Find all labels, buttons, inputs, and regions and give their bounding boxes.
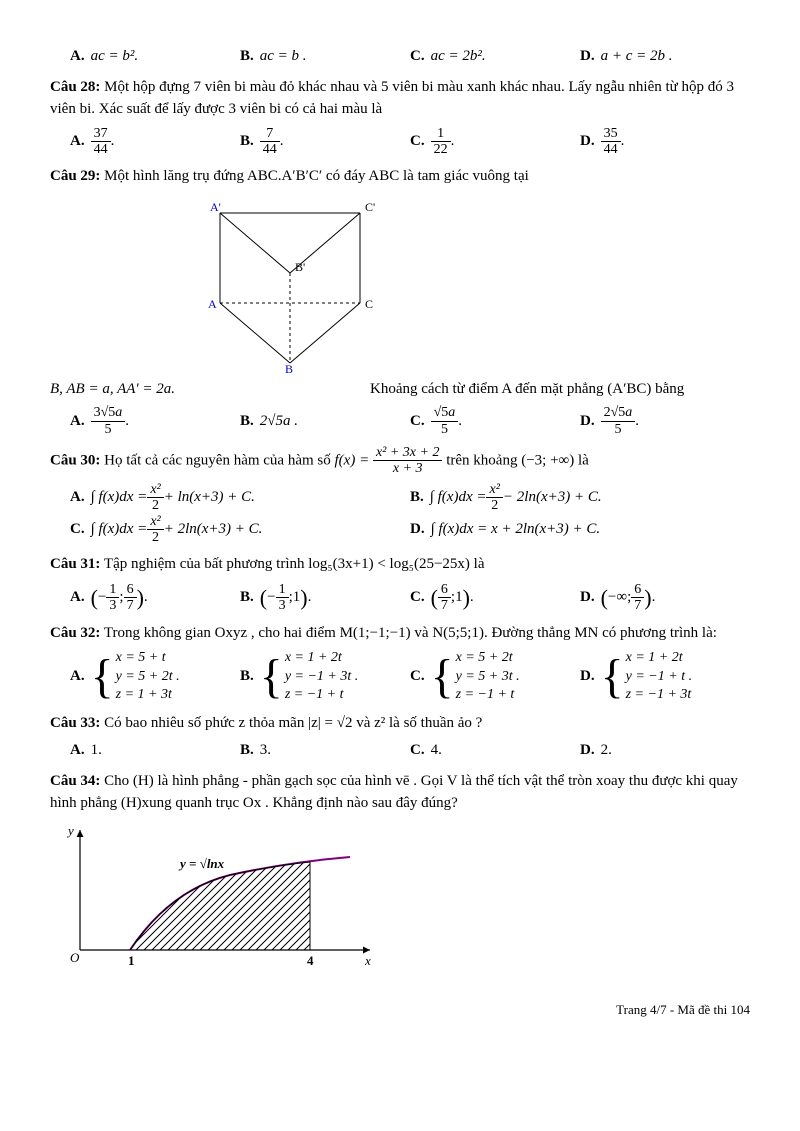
label-c: C. (410, 45, 425, 68)
q32-options: A. {x = 5 + ty = 5 + 2t .z = 1 + 3t B. {… (70, 649, 750, 704)
label-b: B. (240, 45, 254, 68)
q32-label: Câu 32: (50, 625, 100, 641)
graph-origin: O (70, 950, 80, 965)
q34: Câu 34: Cho (H) là hình phẳng - phần gạc… (50, 770, 750, 815)
graph-tick-1: 1 (128, 953, 135, 968)
label-a: A. (70, 45, 85, 68)
q30-post: trên khoảng (−3; +∞) là (446, 452, 589, 468)
q32: Câu 32: Trong không gian Oxyz , cho hai … (50, 622, 750, 645)
q29-d: D.2√5a5. (580, 405, 750, 437)
q30-b: B.∫ f(x)dx = x²2 − 2ln(x+3) + C. (410, 482, 750, 514)
q28: Câu 28: Một hộp đựng 7 viên bi màu đỏ kh… (50, 76, 750, 121)
graph-tick-4: 4 (307, 953, 314, 968)
q31: Câu 31: Tập nghiệm của bất phương trình … (50, 553, 750, 576)
page-footer: Trang 4/7 - Mã đề thi 104 (50, 1000, 750, 1020)
q27-b-text: ac = b . (260, 45, 307, 68)
q34-text: Cho (H) là hình phẳng - phần gạch sọc củ… (50, 773, 738, 812)
q29-b: B.2√5a . (240, 405, 410, 437)
label-d: D. (580, 45, 595, 68)
q27-d-text: a + c = 2b . (601, 45, 673, 68)
q28-c: C.122. (410, 126, 580, 158)
q29-text3: Khoảng cách từ điểm A đến mặt phẳng (A′B… (370, 378, 684, 401)
q30-c: C.∫ f(x)dx = x²2 + 2ln(x+3) + C. (70, 514, 410, 546)
q29-text2: B, AB = a, AA′ = 2a. (50, 378, 370, 401)
q29-a: A.3√5a5. (70, 405, 240, 437)
q33-c: C.4. (410, 739, 580, 762)
q33-b: B.3. (240, 739, 410, 762)
q29: Câu 29: Một hình lăng trụ đứng ABC.A′B′C… (50, 165, 750, 188)
q30: Câu 30: Họ tất cả các nguyên hàm của hàm… (50, 445, 750, 477)
prism-diagram: A' C' B' A C B (200, 193, 400, 373)
q27-options: A. ac = b². B. ac = b . C. ac = 2b². D. a + … (70, 45, 750, 68)
q29-row2: B, AB = a, AA′ = 2a. Khoảng cách từ điểm… (50, 378, 750, 401)
q28-label: Câu 28: (50, 79, 100, 95)
q33-text: Có bao nhiêu số phức z thỏa mãn |z| = √2… (104, 715, 482, 731)
q30-options: A.∫ f(x)dx = x²2 + ln(x+3) + C. B.∫ f(x)… (70, 482, 750, 546)
q28-text: Một hộp đựng 7 viên bi màu đỏ khác nhau … (50, 79, 734, 118)
q30-pre: Họ tất cả các nguyên hàm của hàm số (104, 452, 334, 468)
q32-d: D. {x = 1 + 2ty = −1 + t .z = −1 + 3t (580, 649, 750, 704)
q29-label: Câu 29: (50, 168, 100, 184)
prism-Ap: A' (210, 200, 221, 214)
q30-label: Câu 30: (50, 452, 100, 468)
prism-C: C (365, 297, 373, 311)
q28-b: B.744. (240, 126, 410, 158)
q31-a: A.(−13;67). (70, 581, 240, 614)
q29-c: C.√5a5. (410, 405, 580, 437)
q27-a-text: ac = b². (91, 45, 139, 68)
graph-xlabel: x (364, 953, 371, 968)
q31-c: C.(67;1). (410, 581, 580, 614)
q33-options: A.1. B.3. C.4. D.2. (70, 739, 750, 762)
q31-b: B.(−13;1). (240, 581, 410, 614)
q32-c: C. {x = 5 + 2ty = 5 + 3t .z = −1 + t (410, 649, 580, 704)
q28-options: A.3744. B.744. C.122. D.3544. (70, 126, 750, 158)
q29-options: A.3√5a5. B.2√5a . C.√5a5. D.2√5a5. (70, 405, 750, 437)
q32-a: A. {x = 5 + ty = 5 + 2t .z = 1 + 3t (70, 649, 240, 704)
q31-d: D.(−∞;67). (580, 581, 750, 614)
q29-text: Một hình lăng trụ đứng ABC.A′B′C′ có đáy… (104, 168, 529, 184)
q32-text: Trong không gian Oxyz , cho hai điểm M(1… (104, 625, 717, 641)
q31-options: A.(−13;67). B.(−13;1). C.(67;1). D.(−∞;6… (70, 581, 750, 614)
q27-b: B. ac = b . (240, 45, 410, 68)
q27-c-text: ac = 2b². (431, 45, 486, 68)
prism-Bp: B' (295, 260, 305, 274)
prism-B: B (285, 362, 293, 373)
q28-d: D.3544. (580, 126, 750, 158)
q27-a: A. ac = b². (70, 45, 240, 68)
q34-label: Câu 34: (50, 773, 100, 789)
q31-label: Câu 31: (50, 556, 100, 572)
graph-curve-label: y = √lnx (178, 856, 225, 871)
q27-d: D. a + c = 2b . (580, 45, 750, 68)
q32-b: B. {x = 1 + 2ty = −1 + 3t .z = −1 + t (240, 649, 410, 704)
q30-a: A.∫ f(x)dx = x²2 + ln(x+3) + C. (70, 482, 410, 514)
graph-diagram: O 1 4 x y y = √lnx (50, 820, 390, 970)
q33-label: Câu 33: (50, 715, 100, 731)
prism-Cp: C' (365, 200, 375, 214)
q31-text: Tập nghiệm của bất phương trình log₅(3x+… (104, 556, 485, 572)
q27-c: C. ac = 2b². (410, 45, 580, 68)
q33: Câu 33: Có bao nhiêu số phức z thỏa mãn … (50, 712, 750, 735)
q33-a: A.1. (70, 739, 240, 762)
prism-A: A (208, 297, 217, 311)
q30-d: D.∫ f(x)dx = x + 2ln(x+3) + C. (410, 514, 750, 546)
q33-d: D.2. (580, 739, 750, 762)
q28-a: A.3744. (70, 126, 240, 158)
graph-ylabel: y (66, 823, 74, 838)
